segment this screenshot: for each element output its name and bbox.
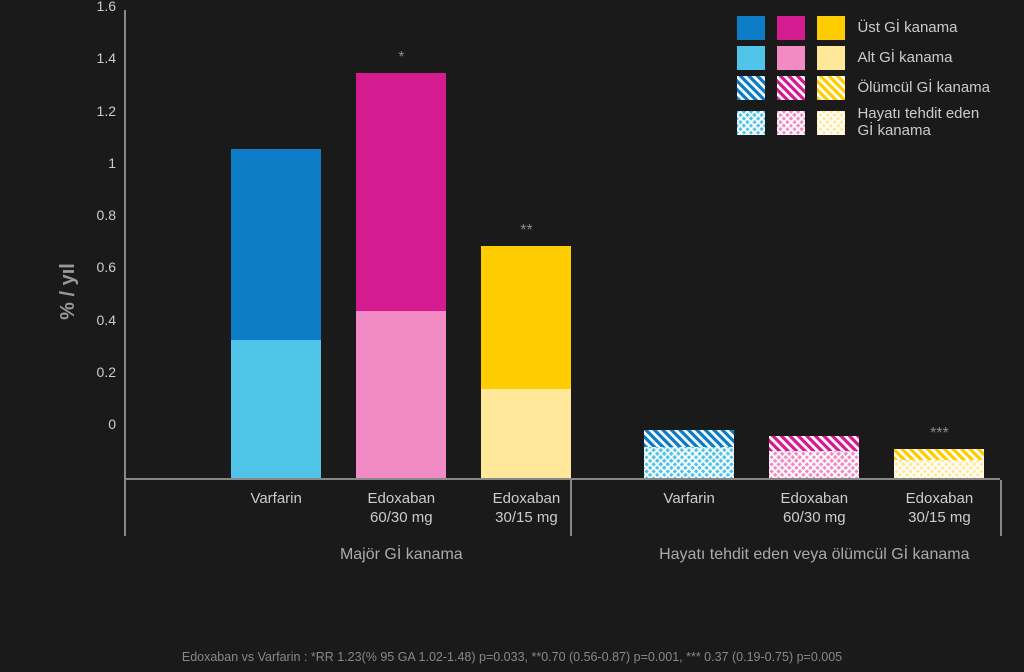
y-axis-label: % / yıl [57,263,80,320]
bar-segment [481,246,571,390]
bar-annotation: * [398,49,404,67]
bar-segment [481,389,571,478]
group-divider [124,480,126,536]
legend-swatch [737,76,765,100]
legend-swatch [777,46,805,70]
group-divider [570,480,572,536]
y-axis: 00.20.40.60.811.21.41.61.8 [80,10,120,550]
y-tick: 0.4 [80,312,116,328]
legend-swatch [817,16,845,40]
y-tick: 0.8 [80,207,116,223]
legend-label: Ölümcül Gİ kanama [857,80,990,97]
y-tick: 1.6 [80,0,116,14]
bar-segment [644,447,734,478]
bar-segment [644,430,734,447]
legend-swatch [777,16,805,40]
y-tick: 1.2 [80,103,116,119]
bar-annotation: ** [520,222,532,240]
legend-label: Alt Gİ kanama [857,50,990,67]
bar-segment [894,460,984,478]
chart-container: % / yıl 00.20.40.60.811.21.41.61.8 Varfa… [80,10,1000,590]
y-tick: 1 [80,155,116,171]
x-tick-label: Edoxaban 30/15 mg [493,490,561,528]
footnote-text: Edoxaban vs Varfarin : *RR 1.23(% 95 GA … [0,650,1024,664]
legend-swatch [737,16,765,40]
legend-swatch [737,111,765,135]
legend-label: Hayatı tehdit eden Gİ kanama [857,106,990,139]
bar-segment [231,149,321,340]
x-tick-label: Varfarin [250,490,301,509]
bar-segment [356,311,446,478]
y-tick: 1.4 [80,50,116,66]
legend-swatch [817,46,845,70]
legend-swatch [777,76,805,100]
x-tick-label: Edoxaban 60/30 mg [781,490,849,528]
bar-segment [769,436,859,450]
legend-swatch [737,46,765,70]
bar-segment [769,451,859,478]
y-tick: 0 [80,416,116,432]
bar-segment [356,73,446,311]
legend-swatch [777,111,805,135]
legend-label: Üst Gİ kanama [857,20,990,37]
y-tick: 0.6 [80,259,116,275]
legend: Üst Gİ kanama Alt Gİ kanama Ölümcül Gİ kan… [737,16,990,139]
x-tick-label: Varfarin [663,490,714,509]
bar-segment [894,449,984,459]
bar-segment [231,340,321,478]
group-label: Majör Gİ kanama [340,546,463,564]
bar-annotation: *** [930,425,949,443]
y-tick: 0.2 [80,364,116,380]
group-divider [1000,480,1002,536]
x-tick-label: Edoxaban 30/15 mg [906,490,974,528]
legend-swatch [817,76,845,100]
legend-swatch [817,111,845,135]
x-tick-label: Edoxaban 60/30 mg [368,490,436,528]
group-label: Hayatı tehdit eden veya ölümcül Gİ kanam… [659,546,969,564]
